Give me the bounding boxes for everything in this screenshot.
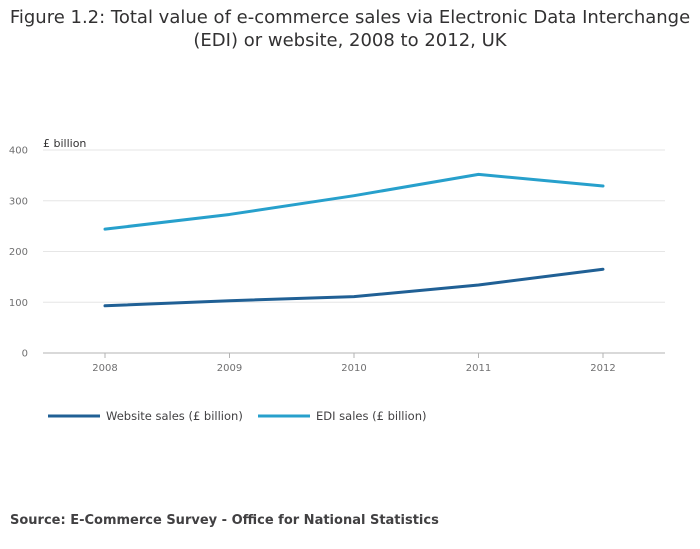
legend-label: Website sales (£ billion) xyxy=(106,409,243,423)
y-tick-label: 0 xyxy=(22,349,28,360)
y-tick-label: 300 xyxy=(9,196,28,207)
x-tick-label: 2008 xyxy=(92,363,117,374)
series-lines xyxy=(103,172,605,308)
chart-title: Figure 1.2: Total value of e-commerce sa… xyxy=(0,6,700,52)
y-axis-label: £ billion xyxy=(43,137,86,150)
x-tick-label: 2011 xyxy=(466,363,491,374)
x-tick-label: 2010 xyxy=(341,363,366,374)
gridlines xyxy=(43,149,665,303)
chart-title-line-2: (EDI) or website, 2008 to 2012, UK xyxy=(193,30,507,51)
legend-label: EDI sales (£ billion) xyxy=(316,409,426,423)
x-axis: 2008 2009 2010 2011 2012 xyxy=(43,352,665,374)
legend: Website sales (£ billion) EDI sales (£ bi… xyxy=(48,409,426,423)
y-tick-label: 400 xyxy=(9,146,28,157)
x-tick-label: 2009 xyxy=(217,363,242,374)
chart-title-line-1: Figure 1.2: Total value of e-commerce sa… xyxy=(9,7,691,28)
x-tick-label: 2012 xyxy=(590,363,615,374)
y-tick-label: 200 xyxy=(9,247,28,258)
source-note: Source: E-Commerce Survey - Office for N… xyxy=(10,513,439,528)
y-tick-label: 100 xyxy=(9,298,28,309)
series-line-website-sales xyxy=(103,267,605,308)
y-axis-ticks: 0 100 200 300 400 xyxy=(9,146,28,360)
series-line-edi-sales xyxy=(103,172,605,231)
